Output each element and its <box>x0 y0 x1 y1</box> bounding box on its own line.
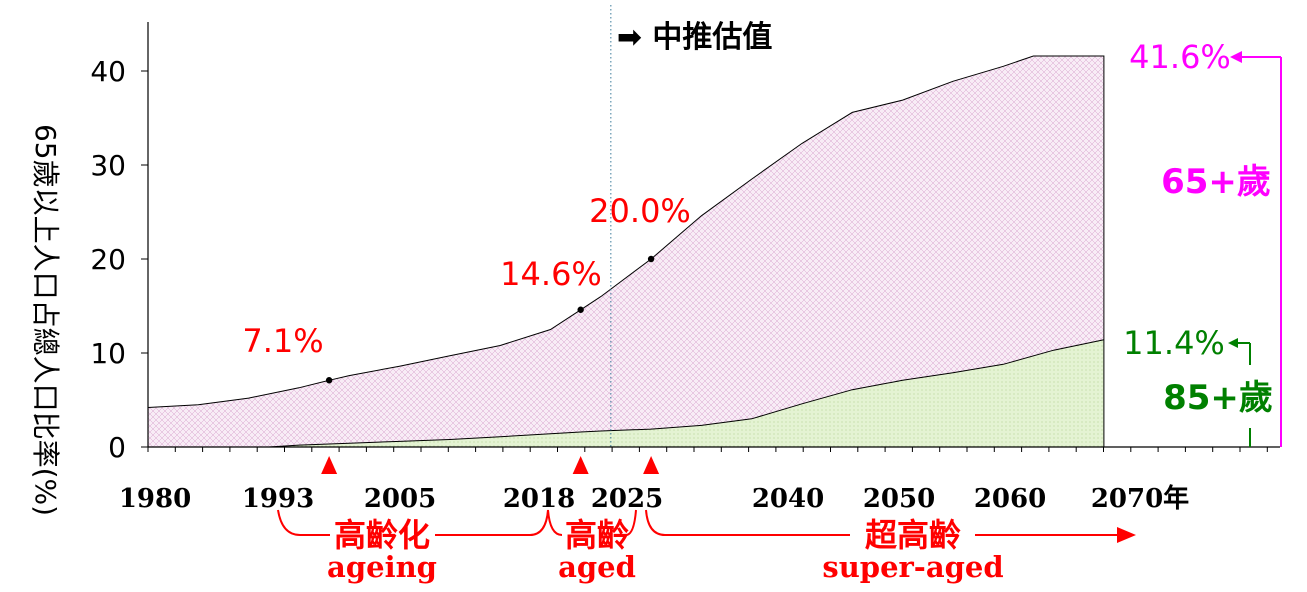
line-65-plus <box>147 55 1105 447</box>
end-value-65: 41.6% <box>1129 38 1231 76</box>
x-tick-label: 2050 <box>863 484 935 514</box>
y-tick-label: 30 <box>90 149 126 182</box>
stage-label-en: ageing <box>327 550 437 584</box>
end-value-85: 11.4% <box>1123 324 1225 362</box>
bracket-85-arrowhead <box>1228 338 1238 348</box>
y-tick-label: 10 <box>90 337 126 370</box>
milestone-marker <box>321 456 338 474</box>
y-tick-label: 40 <box>90 55 126 88</box>
x-tick-label: 2070年 <box>1091 483 1189 514</box>
projection-label: ➡ 中推估值 <box>617 20 773 55</box>
stage-arrowhead <box>1117 527 1136 543</box>
x-tick-group: 1980 1993 2005 2018 2025 2040 2050 2060 2070年 <box>119 447 1268 514</box>
milestone-dot <box>325 377 333 384</box>
stage-bracket-ageing-right <box>435 509 549 536</box>
stage-bracket-aged-left <box>547 509 563 536</box>
stage-label-cn: 超高齡 <box>865 516 961 554</box>
stage-label-cn: 高齡 <box>565 516 629 554</box>
milestone-marker <box>643 456 660 474</box>
y-axis-label: 65歲以上人口占總人口比率(%) <box>29 124 62 516</box>
milestone-label: 14.6% <box>500 255 602 293</box>
bracket-65-arrowhead <box>1230 51 1242 63</box>
x-tick-label: 2018 <box>503 484 575 514</box>
stage-bracket-aged-right <box>625 509 637 536</box>
right-annotations: 41.6% 65+歲 11.4% 85+歲 <box>1123 38 1282 447</box>
milestone-dot <box>647 255 655 263</box>
x-tick-label: 1993 <box>242 484 314 514</box>
stage-bracket-superaged-left <box>645 509 850 536</box>
milestone-dot <box>577 306 584 313</box>
y-tick-label: 20 <box>90 243 126 276</box>
stage-label-en: aged <box>558 550 636 584</box>
x-tick-label: 2005 <box>364 484 436 514</box>
x-tick-label: 2040 <box>752 484 824 514</box>
x-tick-label: 1980 <box>119 484 191 514</box>
stage-label-cn: 高齡化 <box>334 516 430 554</box>
y-tick-label: 0 <box>108 431 126 464</box>
stage-bracket-left <box>277 509 330 536</box>
area-65-plus <box>148 56 1104 447</box>
x-tick-label: 2060 <box>974 484 1046 514</box>
stage-label-en: super-aged <box>822 550 1003 584</box>
series-name-65: 65+歲 <box>1161 162 1271 202</box>
milestone-group: 7.1% 14.6% 20.0% <box>242 192 691 474</box>
area-85-plus <box>148 339 1104 447</box>
milestone-marker <box>572 456 589 474</box>
x-tick-label: 2025 <box>591 484 663 514</box>
milestone-label: 7.1% <box>242 322 323 360</box>
series-name-85: 85+歲 <box>1163 378 1273 418</box>
line-85-plus <box>148 339 1105 448</box>
milestone-label: 20.0% <box>589 192 691 230</box>
y-tick-group: 0 10 20 30 40 <box>90 55 148 464</box>
